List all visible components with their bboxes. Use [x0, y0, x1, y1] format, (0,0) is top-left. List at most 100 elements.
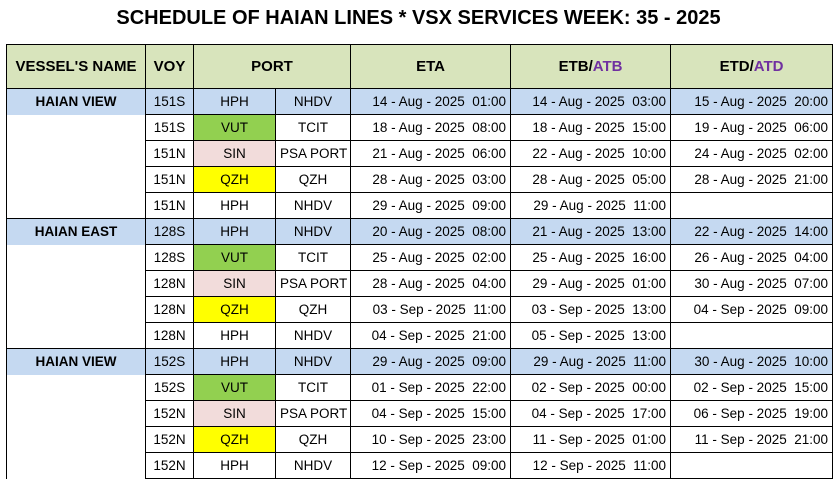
port-cell: HPH [193, 88, 276, 115]
port-cell: HPH [193, 452, 276, 479]
etd-cell: 30 - Aug - 2025 10:00 [670, 348, 834, 375]
port-cell: VUT [193, 114, 276, 141]
table-body: HAIAN VIEW 151S HPH NHDV 14 - Aug - 2025 01:… [6, 88, 834, 479]
terminal-cell: PSA PORT [274, 400, 352, 427]
port-cell: SIN [193, 400, 276, 427]
eta-cell: 18 - Aug - 2025 08:00 [350, 114, 512, 141]
voy-cell: 151N [145, 192, 194, 219]
schedule-row: 128N QZH QZH 03 - Sep - 2025 11:00 03 - Sep … [6, 296, 834, 323]
vessel-cell [6, 374, 146, 401]
terminal-cell: PSA PORT [274, 140, 352, 167]
voy-cell: 128S [145, 244, 194, 271]
title: SCHEDULE OF HAIAN LINES * VSX SERVICES W… [116, 7, 721, 29]
vessel-cell [6, 192, 146, 219]
schedule-row: 152N QZH QZH 10 - Sep - 2025 23:00 11 - Sep … [6, 426, 834, 453]
schedule-row: HAIAN VIEW 152S HPH NHDV 29 - Aug - 2025 09:… [6, 348, 834, 375]
etb-cell: 28 - Aug - 2025 05:00 [510, 166, 672, 193]
terminal-cell: NHDV [274, 452, 352, 479]
eta-cell: 14 - Aug - 2025 01:00 [350, 88, 512, 115]
header-cell: ETD/ATD [670, 44, 834, 89]
eta-cell: 10 - Sep - 2025 23:00 [350, 426, 512, 453]
etd-cell: 30 - Aug - 2025 07:00 [670, 270, 834, 297]
etd-cell: 02 - Sep - 2025 15:00 [670, 374, 834, 401]
etb-cell: 21 - Aug - 2025 13:00 [510, 218, 672, 245]
etb-cell: 22 - Aug - 2025 10:00 [510, 140, 672, 167]
etb-cell: 11 - Sep - 2025 01:00 [510, 426, 672, 453]
etd-cell: 15 - Aug - 2025 20:00 [670, 88, 834, 115]
terminal-cell: NHDV [274, 322, 352, 349]
schedule-row: 151S VUT TCIT 18 - Aug - 2025 08:00 18 - Aug… [6, 114, 834, 141]
terminal-cell: QZH [274, 166, 352, 193]
eta-cell: 12 - Sep - 2025 09:00 [350, 452, 512, 479]
terminal-cell: NHDV [274, 192, 352, 219]
schedule-row: 151N SIN PSA PORT 21 - Aug - 2025 06:00 22 -… [6, 140, 834, 167]
vessel-cell [6, 244, 146, 271]
header-text: ATB [592, 58, 623, 75]
eta-cell: 21 - Aug - 2025 06:00 [350, 140, 512, 167]
schedule-row: HAIAN EAST 128S HPH NHDV 20 - Aug - 2025 08:… [6, 218, 834, 245]
vessel-cell [6, 166, 146, 193]
vessel-cell [6, 426, 146, 453]
etd-cell: 06 - Sep - 2025 19:00 [670, 400, 834, 427]
port-cell: HPH [193, 218, 276, 245]
voy-cell: 152S [145, 374, 194, 401]
header-cell: ETA [350, 44, 512, 89]
voy-cell: 151N [145, 140, 194, 167]
schedule-row: 128S VUT TCIT 25 - Aug - 2025 02:00 25 - Aug… [6, 244, 834, 271]
schedule-row: 128N SIN PSA PORT 28 - Aug - 2025 04:00 29 -… [6, 270, 834, 297]
vessel-cell [6, 322, 146, 349]
etd-cell: 19 - Aug - 2025 06:00 [670, 114, 834, 141]
schedule-row: 151N QZH QZH 28 - Aug - 2025 03:00 28 - Aug … [6, 166, 834, 193]
eta-cell: 20 - Aug - 2025 08:00 [350, 218, 512, 245]
terminal-cell: NHDV [274, 218, 352, 245]
voy-cell: 152S [145, 348, 194, 375]
eta-cell: 29 - Aug - 2025 09:00 [350, 192, 512, 219]
schedule-row: HAIAN VIEW 151S HPH NHDV 14 - Aug - 2025 01:… [6, 88, 834, 115]
voy-cell: 151S [145, 114, 194, 141]
voy-cell: 128N [145, 296, 194, 323]
schedule-row: 151N HPH NHDV 29 - Aug - 2025 09:00 29 - Aug… [6, 192, 834, 219]
etd-cell: 26 - Aug - 2025 04:00 [670, 244, 834, 271]
etb-cell: 25 - Aug - 2025 16:00 [510, 244, 672, 271]
voy-cell: 128N [145, 322, 194, 349]
header-cell: PORT [192, 44, 352, 89]
terminal-cell: PSA PORT [274, 270, 352, 297]
vessel-cell [6, 400, 146, 427]
etb-cell: 29 - Aug - 2025 11:00 [510, 192, 672, 219]
etd-cell: 28 - Aug - 2025 21:00 [670, 166, 834, 193]
header-text: ETB/ [558, 58, 593, 75]
etb-cell: 04 - Sep - 2025 17:00 [510, 400, 672, 427]
vessel-cell: HAIAN VIEW [6, 88, 146, 115]
eta-cell: 03 - Sep - 2025 11:00 [350, 296, 512, 323]
vessel-cell [6, 270, 146, 297]
etb-cell: 12 - Sep - 2025 11:00 [510, 452, 672, 479]
schedule-row: 152S VUT TCIT 01 - Sep - 2025 22:00 02 - Sep… [6, 374, 834, 401]
port-cell: VUT [193, 374, 276, 401]
eta-cell: 04 - Sep - 2025 21:00 [350, 322, 512, 349]
voy-cell: 152N [145, 452, 194, 479]
etd-cell [670, 322, 834, 349]
vessel-cell [6, 114, 146, 141]
etb-cell: 14 - Aug - 2025 03:00 [510, 88, 672, 115]
port-cell: HPH [193, 348, 276, 375]
terminal-cell: TCIT [274, 114, 352, 141]
terminal-cell: QZH [274, 296, 352, 323]
terminal-cell: NHDV [274, 348, 352, 375]
port-cell: QZH [193, 296, 276, 323]
header-row: VESSEL'S NAME VOY PORT ETA ETB/ATB ETD/A… [6, 44, 834, 89]
etb-cell: 29 - Aug - 2025 11:00 [510, 348, 672, 375]
eta-cell: 28 - Aug - 2025 04:00 [350, 270, 512, 297]
schedule-table: VESSEL'S NAME VOY PORT ETA ETB/ATB ETD/A… [6, 44, 834, 479]
eta-cell: 01 - Sep - 2025 22:00 [350, 374, 512, 401]
port-cell: VUT [193, 244, 276, 271]
vessel-cell: HAIAN VIEW [6, 348, 146, 375]
port-cell: SIN [193, 270, 276, 297]
etd-cell: 11 - Sep - 2025 21:00 [670, 426, 834, 453]
schedule-row: 128N HPH NHDV 04 - Sep - 2025 21:00 05 - Sep… [6, 322, 834, 349]
voy-cell: 128S [145, 218, 194, 245]
schedule-row: 152N SIN PSA PORT 04 - Sep - 2025 15:00 04 -… [6, 400, 834, 427]
eta-cell: 04 - Sep - 2025 15:00 [350, 400, 512, 427]
eta-cell: 29 - Aug - 2025 09:00 [350, 348, 512, 375]
header-text: ETD/ [719, 58, 754, 75]
